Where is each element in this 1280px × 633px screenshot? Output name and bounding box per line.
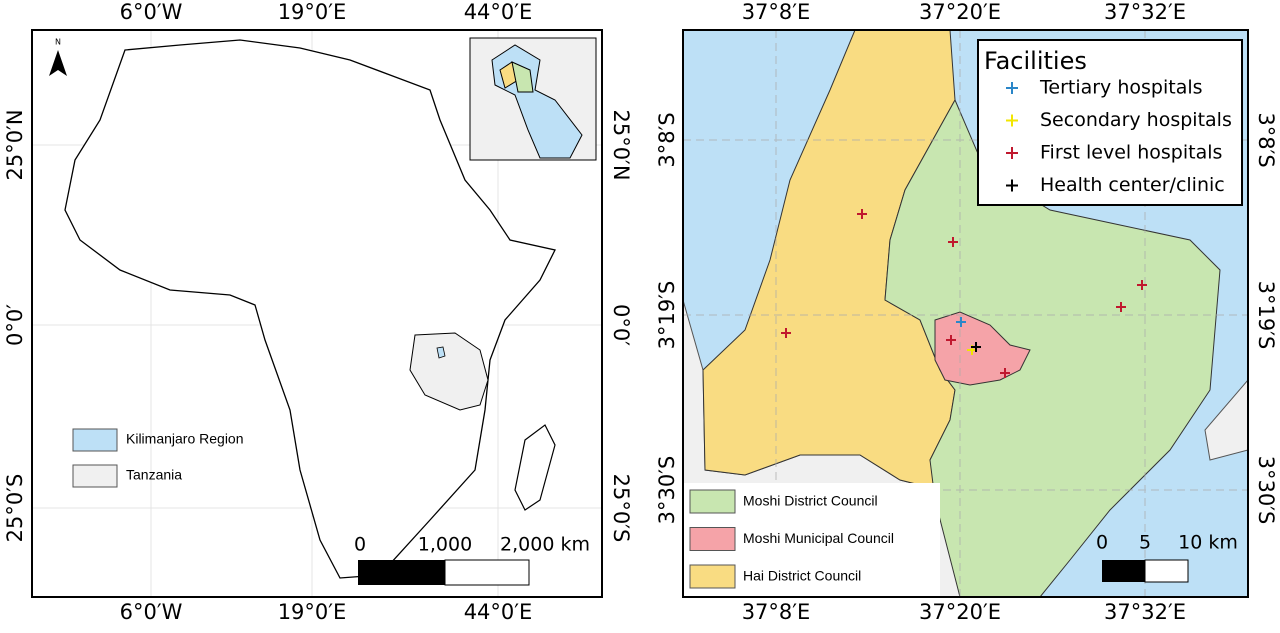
legend-swatch [689,489,736,514]
right-coord-label: 25°0′S [609,474,633,543]
top-coord-label: 37°20′E [919,0,1001,24]
legend-label: Kilimanjaro Region [126,431,244,447]
legend-swatch [72,428,118,452]
north-arrow [49,50,67,76]
frame [682,29,1249,598]
right-coord-label: 25°0′N [609,109,633,180]
legend-label: Moshi Municipal Council [743,530,894,546]
left-coord-label: 3°8′S [655,112,679,167]
scale-label: 0 [1096,532,1108,554]
scale-label: 10 km [1178,532,1238,554]
scale-label: 5 [1139,532,1151,554]
moshi-district [884,98,1221,597]
africa [64,39,556,579]
legend-label: Hai District Council [743,568,861,584]
kilimanjaro-map: Facilities 0 5 10 km [682,29,1249,598]
right-coord-label: 3°8′S [1254,112,1278,167]
legend-swatch [72,464,118,488]
left-coord-label: 3°30′S [655,456,679,525]
legend-marker [1006,114,1018,127]
legend-marker [1006,82,1018,94]
africa-map: N Kilimanjaro Region Tanzania 0 1,000 2,… [31,29,603,598]
top-coord-label: 37°32′E [1104,0,1186,24]
scale-bar [1102,560,1145,582]
bottom-coord-label: 37°8′E [742,600,811,624]
left-coord-label: 25°0′S [3,474,27,543]
right-coord-label: 3°19′S [1254,281,1278,350]
legend-label: Tertiary hospitals [1039,77,1203,99]
legend-marker [1006,147,1018,159]
right-coord-label: 0°0′ [609,304,633,346]
scale-bar [358,560,445,585]
legend-swatch [689,564,736,589]
moshi-municipal [934,311,1031,386]
kilimanjaro [436,346,446,359]
facility-legend [977,39,1243,206]
legend-label: Tanzania [126,467,182,483]
left-coord-label: 3°19′S [655,281,679,350]
scale-bar [444,559,530,586]
legend-label: First level hospitals [1040,142,1222,164]
top-coord-label: 37°8′E [742,0,811,24]
legend-label: Moshi District Council [743,493,878,509]
left-coord-label: 0°0′ [3,304,27,346]
tanzania [409,332,489,411]
bottom-coord-label: 19°0′E [278,600,347,624]
legend-label: Health center/clinic [1040,174,1225,196]
left-coord-label: 25°0′N [3,109,27,180]
scale-label: 0 [354,534,366,556]
scale-bar [1144,559,1189,583]
scale-label: 1,000 [418,534,472,556]
scale-label: 2,000 km [500,534,590,556]
bottom-coord-label: 44°0′E [464,600,533,624]
inset-moshi [511,61,534,93]
top-coord-label: 6°0′W [120,0,183,24]
bottom-coord-label: 37°32′E [1104,600,1186,624]
legend-swatch [689,527,736,551]
legend-label: Secondary hospitals [1040,109,1232,131]
frame [31,29,603,598]
legend-title: Facilities [984,47,1087,75]
top-coord-label: 19°0′E [278,0,347,24]
north-label: N [55,38,61,47]
madagascar [514,424,556,511]
bottom-coord-label: 37°20′E [919,600,1001,624]
bottom-coord-label: 6°0′W [120,600,183,624]
top-coord-label: 44°0′E [464,0,533,24]
facility-markers [781,209,1147,378]
right-coord-label: 3°30′S [1254,456,1278,525]
legend-marker [1006,179,1018,192]
